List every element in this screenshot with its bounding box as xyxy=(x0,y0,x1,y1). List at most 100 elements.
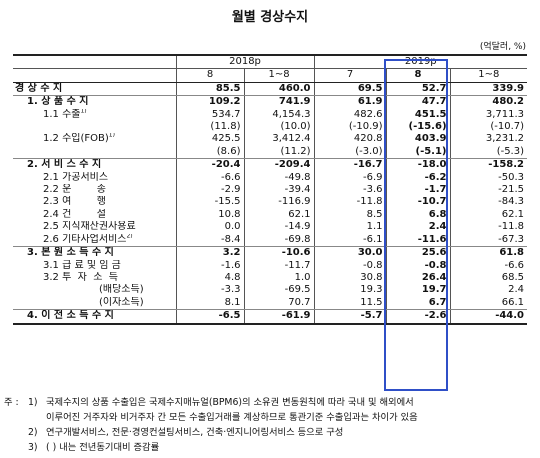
table-row: 3.2 투 자 소 득 4.8 1.0 30.8 26.4 68.5 xyxy=(13,271,528,285)
row-label: 3. 본 원 소 득 수 지 xyxy=(13,247,176,260)
cell-2019-ytd: 66.1 xyxy=(449,296,528,311)
unit-label: (억달러, %) xyxy=(479,42,526,52)
cell-2018-ytd: 62.1 xyxy=(243,208,315,222)
cell-2019-ytd: -84.3 xyxy=(449,196,528,209)
cell-2018-ytd: -49.8 xyxy=(243,171,315,185)
cell-2019-jul: -3.6 xyxy=(313,184,387,197)
cell-2019-aug: -0.8 xyxy=(385,259,451,272)
cell-2018-aug: 4.8 xyxy=(175,271,244,285)
footnote-row: 2) 연구개발서비스, 전문·경영컨설팅서비스, 건축·엔지니어링서비스 등으로… xyxy=(4,425,536,440)
cell-2018-ytd: -39.4 xyxy=(243,184,315,197)
row-label: 3.1 급 료 및 임 금 xyxy=(13,260,176,272)
header-2019-ytd: 1~8 xyxy=(449,68,528,83)
cell-2019-jul: 8.5 xyxy=(313,208,387,222)
cell-2019-jul: -0.8 xyxy=(313,259,387,272)
cell-2019-ytd: 62.1 xyxy=(449,208,528,222)
cell-2018-ytd: -69.5 xyxy=(243,284,315,297)
row-label xyxy=(13,121,176,133)
row-label: 2.3 여 행 xyxy=(13,196,176,208)
footnote-text: 연구개발서비스, 전문·경영컨설팅서비스, 건축·엔지니어링서비스 등으로 구성 xyxy=(46,427,344,438)
cell-2019-jul: -6.9 xyxy=(313,171,387,185)
cell-2019-aug: 47.7 xyxy=(385,95,451,109)
cell-2019-aug: -10.7 xyxy=(385,196,451,209)
cell-2019-ytd: 68.5 xyxy=(449,271,528,285)
cell-2019-jul: 30.8 xyxy=(313,271,387,285)
table-title: 월별 경상수지 xyxy=(231,10,309,25)
footnote-index: 1) xyxy=(28,397,38,408)
balance-table: 2018p 2019p 8 1~8 7 8 1~8 경 상 수 지 85.5 460… xyxy=(13,54,528,325)
table-row: 2.3 여 행 -15.5 -116.9 -11.8 -10.7 -84.3 xyxy=(13,196,528,209)
row-label-text: 3.1 급 료 및 임 금 xyxy=(43,259,121,271)
cell-2019-jul: (-10.9) xyxy=(313,121,387,134)
cell-2018-aug: 534.7 xyxy=(175,108,244,122)
cell-2019-jul: -16.7 xyxy=(313,158,387,172)
header-blank xyxy=(13,68,176,83)
cell-2018-aug: 8.1 xyxy=(175,296,244,311)
cell-2019-aug: 52.7 xyxy=(385,82,451,97)
row-label-text: (이자소득) xyxy=(99,296,144,308)
table-row: (이자소득) 8.1 70.7 11.5 6.7 66.1 xyxy=(13,296,528,311)
table-row: 1. 상 품 수 지 109.2 741.9 61.9 47.7 480.2 xyxy=(13,95,528,109)
cell-2018-aug: (11.8) xyxy=(175,121,244,134)
cell-2018-aug: 0.0 xyxy=(175,221,244,234)
cell-2019-ytd: 3,711.3 xyxy=(449,108,528,122)
row-label: (이자소득) xyxy=(13,296,176,311)
table-row: 2.4 건 설 10.8 62.1 8.5 6.8 62.1 xyxy=(13,208,528,222)
row-label: 3.2 투 자 소 득 xyxy=(13,272,176,284)
header-blank xyxy=(13,54,176,70)
row-footnote-marker: 1) xyxy=(108,133,115,140)
row-label: (배당소득) xyxy=(13,284,176,296)
cell-2018-ytd: 70.7 xyxy=(243,296,315,311)
cell-2019-jul: -6.1 xyxy=(313,233,387,248)
cell-2018-aug: -1.6 xyxy=(175,259,244,272)
cell-2019-ytd: 3,231.2 xyxy=(449,133,528,146)
table-row: 1.2 수입(FOB)1) 425.5 3,412.4 420.8 403.9 3,231… xyxy=(13,133,528,146)
cell-2019-ytd: (-5.3) xyxy=(449,145,528,160)
cell-2019-aug: (-15.6) xyxy=(385,121,451,134)
row-label-text: 4. 이 전 소 득 수 지 xyxy=(27,310,114,322)
cell-2019-aug: -11.6 xyxy=(385,233,451,248)
row-label-text: 1.1 수출 xyxy=(43,108,81,120)
cell-2019-aug: -18.0 xyxy=(385,158,451,172)
table-row: 3. 본 원 소 득 수 지 3.2 -10.6 30.0 25.6 61.8 xyxy=(13,246,528,260)
cell-2019-ytd: -6.6 xyxy=(449,259,528,272)
cell-2018-ytd: -209.4 xyxy=(243,158,315,172)
row-label: 2.6 기타사업서비스2) xyxy=(13,233,176,248)
cell-2019-ytd: -67.3 xyxy=(449,233,528,248)
table-row: 2.6 기타사업서비스2) -8.4 -69.8 -6.1 -11.6 -67.3 xyxy=(13,233,528,248)
cell-2019-ytd: -50.3 xyxy=(449,171,528,185)
cell-2019-ytd: -21.5 xyxy=(449,184,528,197)
row-label: 4. 이 전 소 득 수 지 xyxy=(13,309,176,325)
cell-2019-ytd: 480.2 xyxy=(449,95,528,109)
row-label-text: 2.5 지식재산권사용료 xyxy=(43,221,136,233)
header-2019: 2019p xyxy=(313,54,528,70)
header-month-row: 8 1~8 7 8 1~8 xyxy=(13,68,528,83)
row-label-text: 2.2 운 송 xyxy=(43,184,106,196)
cell-2018-ytd: 460.0 xyxy=(243,82,315,97)
cell-2018-aug: 10.8 xyxy=(175,208,244,222)
cell-2019-aug: -6.2 xyxy=(385,171,451,185)
table-row: 2.2 운 송 -2.9 -39.4 -3.6 -1.7 -21.5 xyxy=(13,184,528,197)
cell-2019-ytd: -44.0 xyxy=(449,309,528,325)
cell-2019-jul: 30.0 xyxy=(313,246,387,260)
row-label-text: 2.3 여 행 xyxy=(43,196,106,208)
footnote-text: 이루어진 거주자와 비거주자 간 모든 수출입거래를 계상하므로 통관기준 수출… xyxy=(46,412,418,423)
header-2019-aug: 8 xyxy=(385,68,451,83)
row-label-text: 경 상 수 지 xyxy=(15,82,63,94)
header-2019-jul: 7 xyxy=(313,68,387,83)
cell-2019-aug: 6.8 xyxy=(385,208,451,222)
cell-2019-jul: 69.5 xyxy=(313,82,387,97)
cell-2019-ytd: 339.9 xyxy=(449,82,528,97)
footnote-index: 3) xyxy=(28,442,38,453)
cell-2018-ytd: 1.0 xyxy=(243,271,315,285)
row-label: 1.1 수출1) xyxy=(13,109,176,121)
cell-2019-ytd: (-10.7) xyxy=(449,121,528,134)
table-row: 2. 서 비 스 수 지 -20.4 -209.4 -16.7 -18.0 -158.2 xyxy=(13,158,528,172)
cell-2018-ytd: -116.9 xyxy=(243,196,315,209)
footnote-text: ( ) 내는 전년동기대비 증감률 xyxy=(46,442,160,453)
row-label-text: (배당소득) xyxy=(99,284,144,296)
cell-2018-aug: 3.2 xyxy=(175,246,244,260)
row-label-text: 1. 상 품 수 지 xyxy=(27,96,89,108)
cell-2019-jul: -11.8 xyxy=(313,196,387,209)
row-footnote-marker: 2) xyxy=(126,233,133,240)
